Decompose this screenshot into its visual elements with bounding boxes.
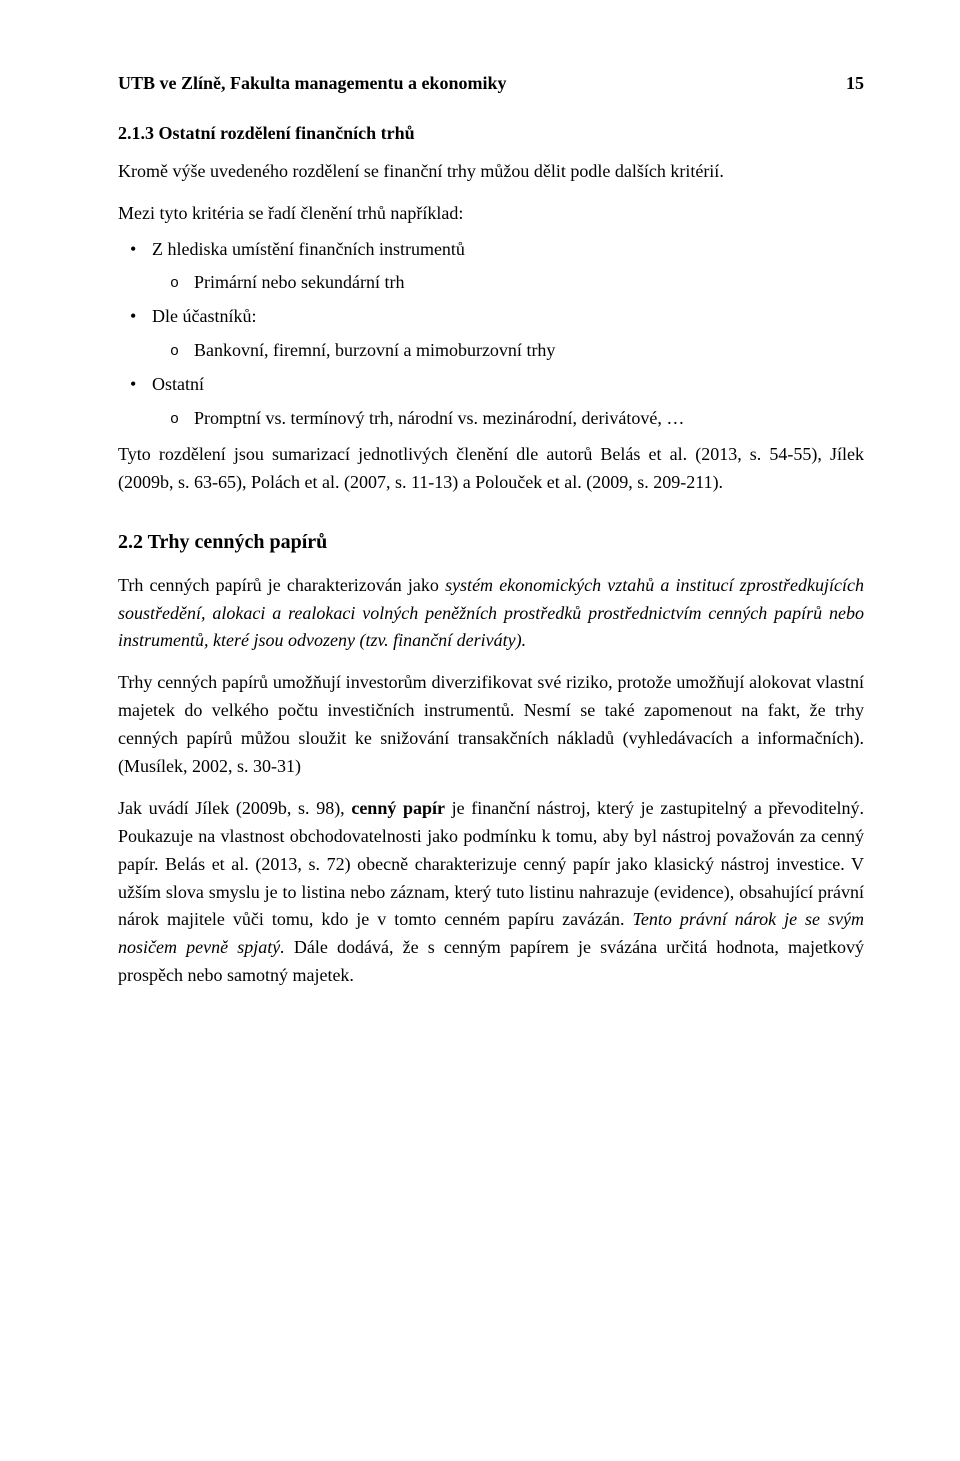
criteria-list: Z hlediska umístění finančních instrumen… [118, 236, 864, 433]
sub-list: Bankovní, firemní, burzovní a mimoburzov… [152, 337, 864, 365]
page-number: 15 [846, 70, 864, 98]
sub-list-item: Promptní vs. termínový trh, národní vs. … [194, 405, 864, 433]
p1-lead: Trh cenných papírů je charakterizován ja… [118, 575, 445, 595]
document-page: UTB ve Zlíně, Fakulta managementu a ekon… [0, 0, 960, 1461]
list-item-label: Dle účastníků: [152, 306, 256, 326]
list-item: Dle účastníků: Bankovní, firemní, burzov… [152, 303, 864, 365]
heading-2-1-3: 2.1.3 Ostatní rozdělení finančních trhů [118, 120, 864, 148]
header-title: UTB ve Zlíně, Fakulta managementu a ekon… [118, 70, 507, 98]
section213-intro: Kromě výše uvedeného rozdělení se finanč… [118, 158, 864, 186]
heading-2-2: 2.2 Trhy cenných papírů [118, 527, 864, 558]
running-header: UTB ve Zlíně, Fakulta managementu a ekon… [118, 70, 864, 98]
list-item-label: Ostatní [152, 374, 204, 394]
p3-a: Jak uvádí Jílek (2009b, s. 98), [118, 798, 351, 818]
p3-bold: cenný papír [351, 798, 445, 818]
list-item-label: Z hlediska umístění finančních instrumen… [152, 239, 465, 259]
list-item: Z hlediska umístění finančních instrumen… [152, 236, 864, 298]
section22-p3: Jak uvádí Jílek (2009b, s. 98), cenný pa… [118, 795, 864, 990]
section213-lead: Mezi tyto kritéria se řadí členění trhů … [118, 200, 864, 228]
sub-list: Primární nebo sekundární trh [152, 269, 864, 297]
sub-list-item: Bankovní, firemní, burzovní a mimoburzov… [194, 337, 864, 365]
section22-p2: Trhy cenných papírů umožňují investorům … [118, 669, 864, 781]
section213-summary: Tyto rozdělení jsou sumarizací jednotliv… [118, 441, 864, 497]
list-item: Ostatní Promptní vs. termínový trh, náro… [152, 371, 864, 433]
section22-p1: Trh cenných papírů je charakterizován ja… [118, 572, 864, 656]
sub-list-item: Primární nebo sekundární trh [194, 269, 864, 297]
sub-list: Promptní vs. termínový trh, národní vs. … [152, 405, 864, 433]
